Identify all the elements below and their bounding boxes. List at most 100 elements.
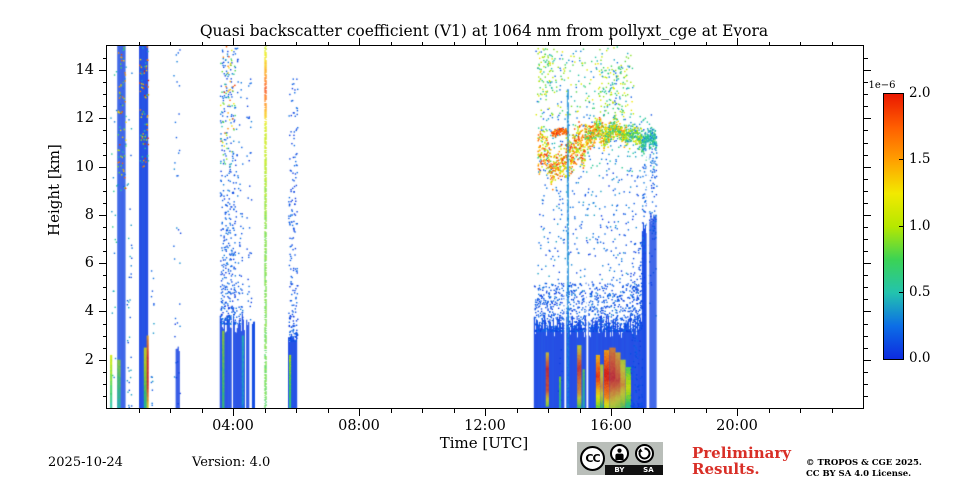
y-minor-tick (102, 142, 106, 144)
y-minor-tick-right (864, 142, 868, 144)
x-minor-tick-top (170, 41, 171, 45)
x-tick-label: 12:00 (464, 418, 506, 434)
copyright-note: © TROPOS & CGE 2025. CC BY SA 4.0 Licens… (806, 458, 922, 479)
x-minor-tick (579, 409, 581, 413)
x-minor-tick (674, 409, 675, 413)
x-minor-tick-top (768, 41, 770, 45)
y-tick-label: 8 (84, 206, 94, 223)
y-minor-tick-right (864, 335, 868, 337)
y-minor-tick (102, 371, 106, 373)
y-major-tick (99, 70, 106, 72)
x-major-tick (359, 409, 360, 416)
x-tick-label: 20:00 (716, 418, 758, 434)
y-minor-tick (102, 251, 106, 253)
x-minor-tick-top (296, 41, 297, 45)
y-minor-tick-right (864, 371, 868, 373)
y-major-tick (99, 214, 106, 216)
x-major-tick-top (359, 38, 360, 45)
y-minor-tick (102, 347, 106, 349)
y-major-tick-right (864, 118, 871, 120)
colorbar-tick (899, 159, 903, 161)
y-tick-label: 12 (75, 110, 94, 127)
y-minor-tick-right (864, 106, 868, 108)
plot-area (106, 45, 864, 409)
y-major-tick (99, 263, 106, 265)
x-minor-tick (453, 409, 455, 413)
y-minor-tick (102, 190, 106, 192)
x-major-tick (611, 409, 612, 416)
colorbar-tick (899, 225, 903, 227)
x-minor-tick-top (422, 41, 423, 45)
y-minor-tick (102, 154, 106, 156)
x-major-tick-top (611, 38, 612, 45)
colorbar (883, 93, 904, 360)
y-minor-tick (102, 130, 106, 132)
y-minor-tick-right (864, 202, 868, 204)
backscatter-scatter-canvas (107, 46, 863, 408)
x-tick-label: 04:00 (212, 418, 254, 434)
y-minor-tick (102, 287, 106, 289)
colorbar-tick-label: 1.5 (909, 151, 931, 168)
x-minor-tick (201, 409, 203, 413)
y-minor-tick (102, 275, 106, 277)
x-minor-tick-top (548, 41, 549, 45)
y-minor-tick-right (864, 395, 868, 397)
x-minor-tick-top (453, 41, 455, 45)
y-minor-tick-right (864, 94, 868, 96)
y-major-tick (99, 311, 106, 313)
y-minor-tick-right (864, 190, 868, 192)
x-tick-label: 08:00 (338, 418, 380, 434)
x-minor-tick (800, 409, 801, 413)
y-minor-tick (102, 106, 106, 108)
y-minor-tick-right (864, 287, 868, 289)
chart-title: Quasi backscatter coefficient (V1) at 10… (199, 22, 769, 40)
preliminary-results-note: Preliminary Results. (692, 444, 791, 478)
x-major-tick-top (737, 38, 738, 45)
y-axis-label: Height [km] (45, 144, 63, 236)
colorbar-tick-label: 2.0 (909, 85, 931, 101)
x-axis-label: Time [UTC] (439, 434, 529, 452)
colorbar-tick (899, 291, 903, 293)
y-tick-label: 2 (84, 351, 94, 368)
y-tick-label: 10 (75, 158, 94, 175)
y-minor-tick (102, 202, 106, 204)
x-major-tick (485, 409, 486, 416)
cc-by-person-icon (610, 444, 629, 463)
x-minor-tick (170, 409, 171, 413)
x-minor-tick-top (642, 41, 644, 45)
cc-logo-icon: CC (580, 446, 605, 471)
y-minor-tick (102, 239, 106, 241)
y-minor-tick-right (864, 275, 868, 277)
x-minor-tick-top (800, 41, 801, 45)
y-minor-tick-right (864, 251, 868, 253)
y-minor-tick-right (864, 227, 868, 228)
cc-by-label: BY (614, 465, 625, 474)
x-minor-tick-top (264, 41, 266, 45)
y-major-tick (99, 118, 106, 120)
x-minor-tick (296, 409, 297, 413)
y-major-tick-right (864, 214, 871, 216)
y-minor-tick-right (864, 323, 868, 325)
y-minor-tick-right (864, 299, 868, 301)
colorbar-tick-label: 0.5 (909, 283, 931, 300)
cc-license-badge: BY SA CC (577, 442, 663, 475)
x-minor-tick (548, 409, 549, 413)
y-tick-label: 4 (84, 303, 94, 320)
x-minor-tick-top (516, 41, 518, 45)
cc-sa-arrow-icon (635, 444, 654, 463)
y-minor-tick (102, 299, 106, 301)
y-minor-tick-right (864, 82, 868, 84)
y-major-tick-right (864, 311, 871, 313)
y-minor-tick-right (864, 154, 868, 156)
x-minor-tick-top (327, 41, 329, 45)
x-major-tick-top (485, 38, 486, 45)
x-minor-tick (422, 409, 423, 413)
x-minor-tick (831, 409, 833, 413)
colorbar-tick-label: 0.0 (909, 350, 931, 366)
version-label: Version: 4.0 (192, 455, 271, 470)
y-major-tick-right (864, 263, 871, 265)
y-minor-tick-right (864, 347, 868, 349)
y-minor-tick (102, 383, 106, 385)
y-minor-tick-right (864, 383, 868, 385)
